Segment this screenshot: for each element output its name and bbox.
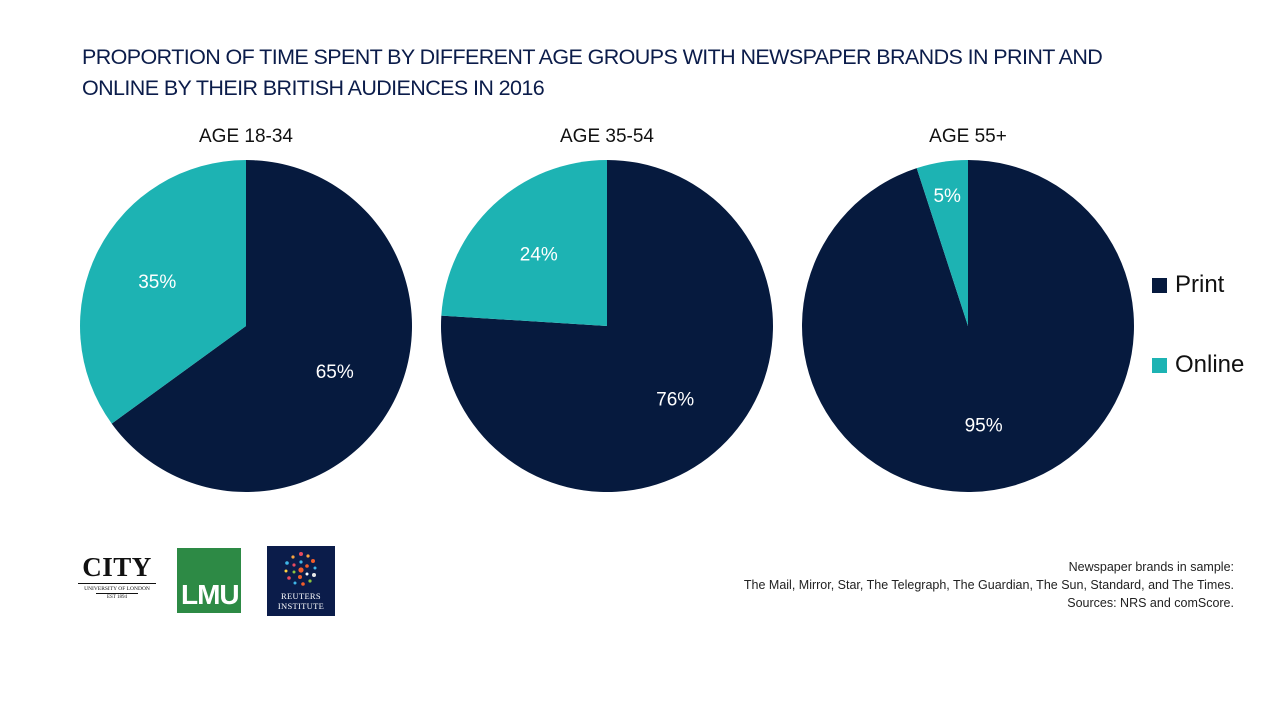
- pie-label-print: 76%: [656, 390, 694, 411]
- pie-chart-2: AGE 35-54 76% 24%: [441, 126, 773, 492]
- lmu-logo: LMU: [177, 548, 241, 613]
- reuters-institute-logo: REUTERS INSTITUTE: [267, 546, 335, 616]
- footnote-line-1: Newspaper brands in sample:: [1068, 560, 1234, 574]
- chart-title: PROPORTION OF TIME SPENT BY DIFFERENT AG…: [82, 42, 1182, 104]
- reuters-logo-line-1: REUTERS: [281, 591, 321, 601]
- city-logo-subtitle: UNIVERSITY OF LONDON: [78, 583, 156, 593]
- legend-label-online: Online: [1175, 351, 1245, 378]
- city-logo-est: EST 1894: [96, 593, 138, 601]
- legend-item-online: Online: [1152, 350, 1244, 380]
- pie-slice-print: [802, 160, 1135, 492]
- legend-label-print: Print: [1175, 271, 1225, 298]
- chart-title-line-1: PROPORTION OF TIME SPENT BY DIFFERENT AG…: [82, 45, 1103, 69]
- footnote-line-3: Sources: NRS and comScore.: [1067, 596, 1234, 610]
- lmu-logo-text: LMU: [181, 579, 240, 610]
- reuters-dots-icon: [284, 552, 317, 586]
- city-university-logo: CITY UNIVERSITY OF LONDON EST 1894: [78, 554, 156, 601]
- pie-label-online: 24%: [520, 244, 558, 265]
- pie-chart-1: AGE 18-34 65% 35%: [80, 126, 412, 493]
- pie-title: AGE 35-54: [560, 126, 654, 147]
- pie-label-online: 5%: [933, 186, 961, 207]
- city-logo-name: CITY: [82, 552, 152, 582]
- pie-title: AGE 55+: [929, 126, 1007, 147]
- footnote-line-2: The Mail, Mirror, Star, The Telegraph, T…: [743, 578, 1234, 592]
- pie-slice-online: [80, 160, 246, 424]
- pie-slice-online: [916, 160, 968, 326]
- legend-swatch-print: [1152, 277, 1167, 293]
- reuters-logo-line-2: INSTITUTE: [277, 601, 325, 611]
- logos: CITY UNIVERSITY OF LONDON EST 1894 LMU: [78, 546, 338, 616]
- chart-title-line-2: ONLINE BY THEIR BRITISH AUDIENCES IN 201…: [82, 76, 545, 100]
- pie-title: AGE 18-34: [199, 126, 293, 147]
- legend: Print Online: [1152, 270, 1244, 430]
- pie-slice-print: [111, 160, 412, 493]
- legend-swatch-online: [1152, 357, 1167, 373]
- reuters-logo-text: REUTERS INSTITUTE: [267, 591, 335, 611]
- pie-label-print: 95%: [965, 415, 1003, 436]
- pie-slice-online: [441, 160, 607, 326]
- pie-label-print: 65%: [316, 362, 354, 383]
- footnote: Newspaper brands in sample: The Mail, Mi…: [744, 558, 1234, 612]
- legend-item-print: Print: [1152, 270, 1244, 300]
- pie-label-online: 35%: [138, 272, 176, 293]
- pie-chart-3: AGE 55+ 95% 5%: [802, 126, 1135, 492]
